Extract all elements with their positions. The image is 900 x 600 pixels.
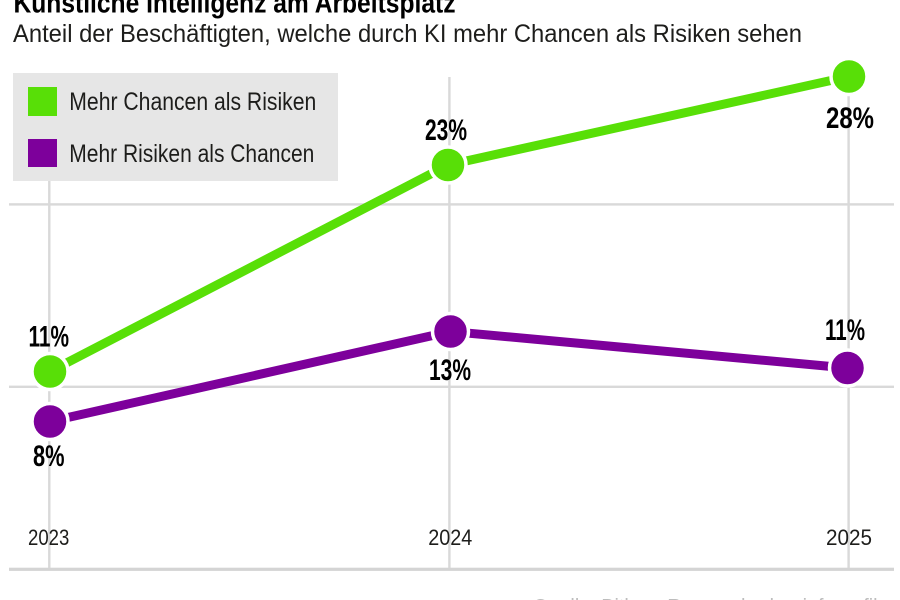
svg-text:Anteil der Beschäftigten, welc: Anteil der Beschäftigten, welche durch K… (13, 20, 802, 48)
svg-text:2024: 2024 (428, 525, 472, 550)
svg-text:Künstliche Intelligenz am Arbe: Künstliche Intelligenz am Arbeitsplatz (14, 0, 456, 20)
svg-text:28%: 28% (826, 102, 874, 135)
svg-text:11%: 11% (825, 314, 865, 347)
svg-text:11%: 11% (29, 321, 70, 354)
svg-text:Mehr Risiken als Chancen: Mehr Risiken als Chancen (69, 140, 314, 168)
svg-text:Quelle: Bitkom Research, dpa-i: Quelle: Bitkom Research, dpa-infografik (533, 596, 884, 600)
svg-text:Mehr Chancen als Risiken: Mehr Chancen als Risiken (69, 88, 316, 116)
svg-text:8%: 8% (33, 440, 65, 473)
svg-text:2025: 2025 (826, 525, 872, 550)
svg-text:2023: 2023 (28, 525, 69, 550)
svg-text:13%: 13% (429, 354, 471, 387)
svg-text:23%: 23% (425, 114, 467, 147)
